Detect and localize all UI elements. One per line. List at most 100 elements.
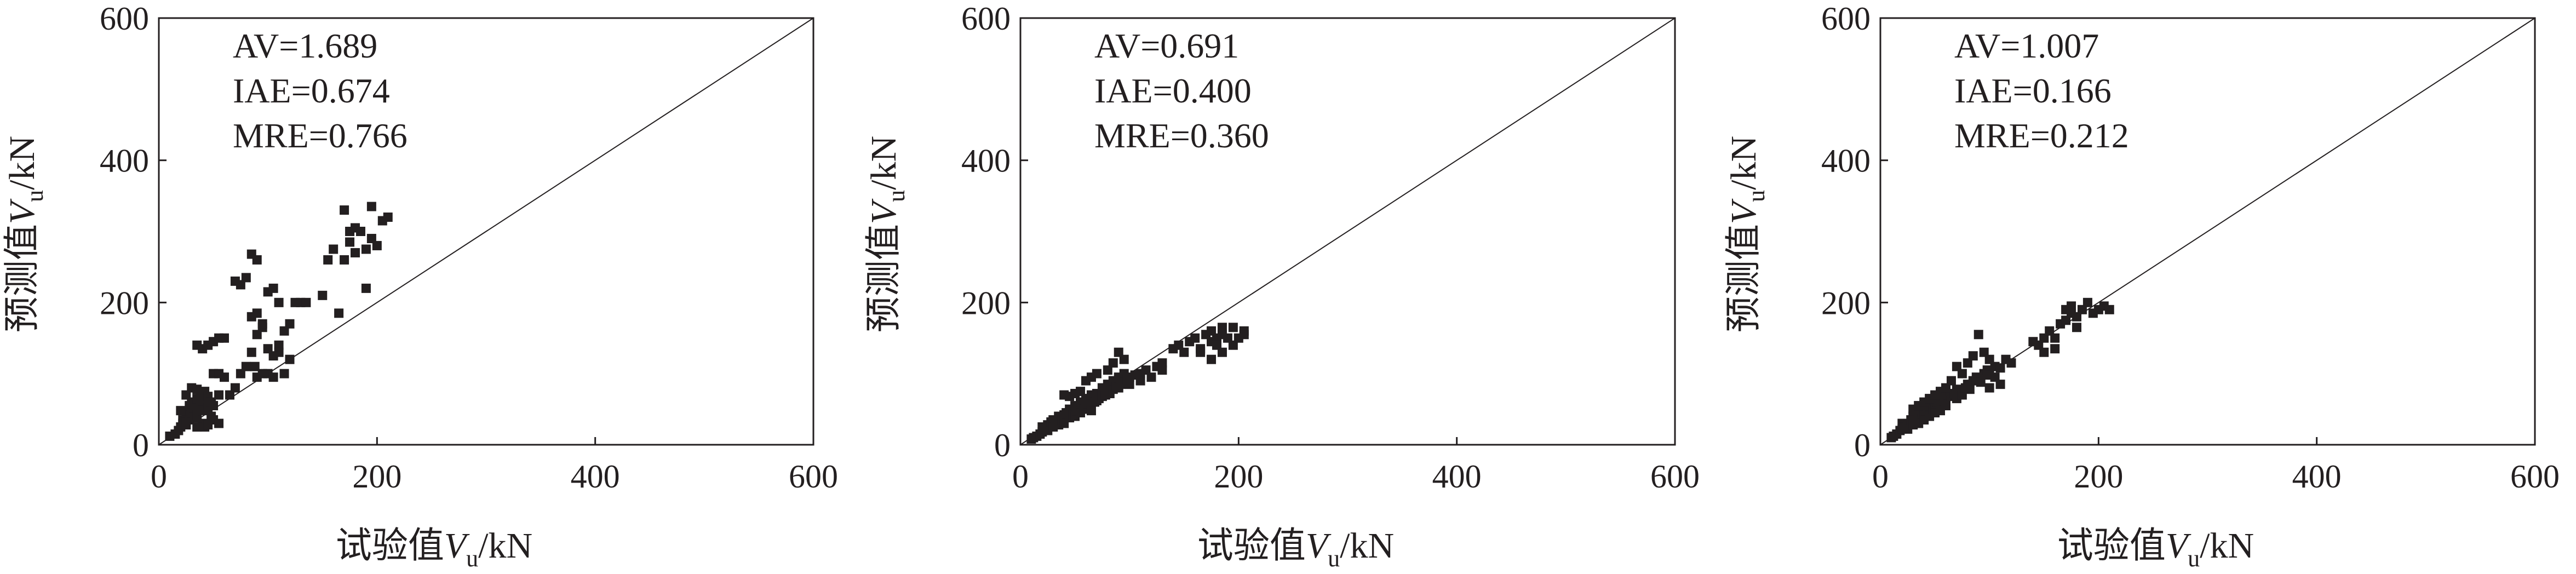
data-point [1963,358,1972,368]
data-point [2039,333,2049,343]
data-point [285,319,295,329]
data-point [268,351,278,361]
data-point [1212,340,1221,350]
data-point [263,344,273,354]
data-point [285,354,295,364]
data-point [2050,333,2060,343]
data-point [1207,326,1217,336]
data-point [203,420,213,430]
data-point [1990,372,2000,382]
data-point [1973,330,1983,340]
y-tick-label: 0 [994,427,1011,463]
data-point [1146,372,1156,382]
y-tick-label: 200 [100,285,149,321]
axis-title-suffix: /kN [1340,526,1394,566]
data-point [1114,347,1123,357]
data-point [1179,347,1189,357]
axis-title-prefix: 预测值 [2,224,42,332]
x-tick-label: 0 [151,458,167,495]
data-point [279,326,289,336]
axis-title-var: V [1724,198,1764,224]
data-point [1957,390,1967,400]
data-point [1217,347,1227,357]
data-point [2067,301,2076,311]
data-point [334,308,344,318]
x-tick-label: 0 [1012,458,1029,495]
axis-title-prefix: 试验值 [2057,526,2166,566]
data-point [181,390,191,400]
data-point [192,340,202,350]
data-point [1076,387,1086,397]
axis-title-var: V [2,198,42,224]
x-tick-label: 200 [2074,458,2123,495]
data-point [383,213,393,222]
data-point [1995,380,2005,389]
stat-annotation: IAE=0.166 [1954,71,2112,110]
data-point [2050,344,2060,354]
data-point [301,297,311,307]
data-point [1174,340,1184,350]
data-point [2072,323,2081,332]
axis-title-var: V [444,526,470,566]
data-point [1946,376,1956,386]
data-point [192,422,202,432]
data-point [1103,365,1112,375]
data-point [1957,369,1967,378]
scatter-chart-3: 0 200 400 600 0 200 400 600 AV=1.007 IAE=0.166 MRE… [1724,1,2560,572]
data-point [2072,312,2081,322]
x-tick-label: 0 [1872,458,1889,495]
y-tick-label: 400 [1821,143,1871,179]
chart-panel-1: 0 200 400 600 0 200 400 600 AV=1.689 IAE=0.674 MRE… [0,0,854,574]
data-point [2061,315,2071,325]
x-axis-title: 试验值Vu/kN [2057,526,2254,572]
x-axis-title: 试验值Vu/kN [1197,526,1394,572]
data-point [361,244,371,254]
stat-annotation: AV=0.691 [1094,26,1239,65]
data-point [274,340,284,350]
axis-title-sub: u [1328,545,1340,572]
axis-title-sub: u [466,545,478,572]
data-point [1108,358,1118,368]
data-point [1228,340,1238,350]
data-point [1125,380,1134,389]
plot-frame [1879,17,2536,446]
axis-title-var: V [864,198,904,224]
data-point [1217,323,1227,332]
stat-annotation: MRE=0.360 [1094,116,1269,155]
y-tick-label: 200 [1821,285,1871,321]
data-point [329,244,339,254]
stat-annotation: MRE=0.212 [1954,116,2129,155]
data-point [230,383,240,393]
plot-frame [1019,17,1676,446]
data-point [241,273,251,283]
axis-title-suffix: /kN [1724,136,1764,190]
axis-title-var: V [2166,526,2191,566]
x-axis-title: 试验值Vu/kN [336,526,532,572]
data-point [176,406,186,416]
axis-title-suffix: /kN [478,526,532,566]
data-point [1941,383,1950,393]
data-point [236,369,245,378]
data-point [1984,383,1994,393]
data-point [345,237,355,247]
data-point [1979,347,1989,357]
axis-title-prefix: 试验值 [336,526,444,566]
data-point [1941,401,1950,411]
data-point [1190,333,1200,343]
data-point [2034,340,2044,350]
data-point [2039,347,2049,357]
data-point [252,330,262,340]
data-point [340,205,349,215]
scatter-chart-2: 0 200 400 600 0 200 400 600 AV=0.691 IAE=0.400 MRE… [864,1,1700,572]
data-point [236,280,245,290]
stat-annotation: AV=1.007 [1954,26,2099,65]
data-point [1968,351,1978,361]
data-point [366,233,376,243]
stat-annotation: IAE=0.400 [1094,71,1252,110]
x-tick-label: 400 [1432,458,1482,495]
y-tick-label: 400 [100,143,149,179]
data-point [220,372,229,382]
data-point [252,255,262,265]
axis-title-prefix: 预测值 [1724,224,1764,332]
axis-title-sub: u [21,190,48,202]
